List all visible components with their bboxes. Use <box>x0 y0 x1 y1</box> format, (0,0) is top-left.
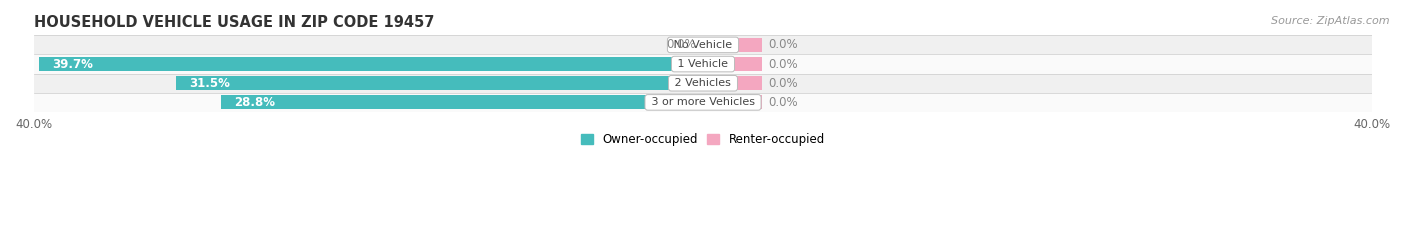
Bar <box>34 74 1372 93</box>
Legend: Owner-occupied, Renter-occupied: Owner-occupied, Renter-occupied <box>581 133 825 146</box>
Bar <box>34 93 1372 112</box>
Bar <box>176 76 703 90</box>
Text: 1 Vehicle: 1 Vehicle <box>675 59 731 69</box>
Bar <box>703 76 762 90</box>
Text: No Vehicle: No Vehicle <box>671 40 735 50</box>
Text: 2 Vehicles: 2 Vehicles <box>671 78 735 88</box>
Text: 0.0%: 0.0% <box>768 38 797 51</box>
Text: 0.0%: 0.0% <box>768 58 797 71</box>
Text: 31.5%: 31.5% <box>190 77 231 90</box>
Text: 0.0%: 0.0% <box>666 38 696 51</box>
Text: Source: ZipAtlas.com: Source: ZipAtlas.com <box>1271 16 1389 26</box>
Bar <box>703 38 762 52</box>
Bar <box>34 55 1372 74</box>
Text: 28.8%: 28.8% <box>235 96 276 109</box>
Text: 3 or more Vehicles: 3 or more Vehicles <box>648 97 758 107</box>
Bar <box>703 57 762 71</box>
Text: 39.7%: 39.7% <box>52 58 93 71</box>
Text: 0.0%: 0.0% <box>768 96 797 109</box>
Text: 0.0%: 0.0% <box>768 77 797 90</box>
Bar <box>34 35 1372 55</box>
Bar <box>38 57 703 71</box>
Bar <box>703 96 762 109</box>
Text: HOUSEHOLD VEHICLE USAGE IN ZIP CODE 19457: HOUSEHOLD VEHICLE USAGE IN ZIP CODE 1945… <box>34 15 434 30</box>
Bar <box>221 96 703 109</box>
